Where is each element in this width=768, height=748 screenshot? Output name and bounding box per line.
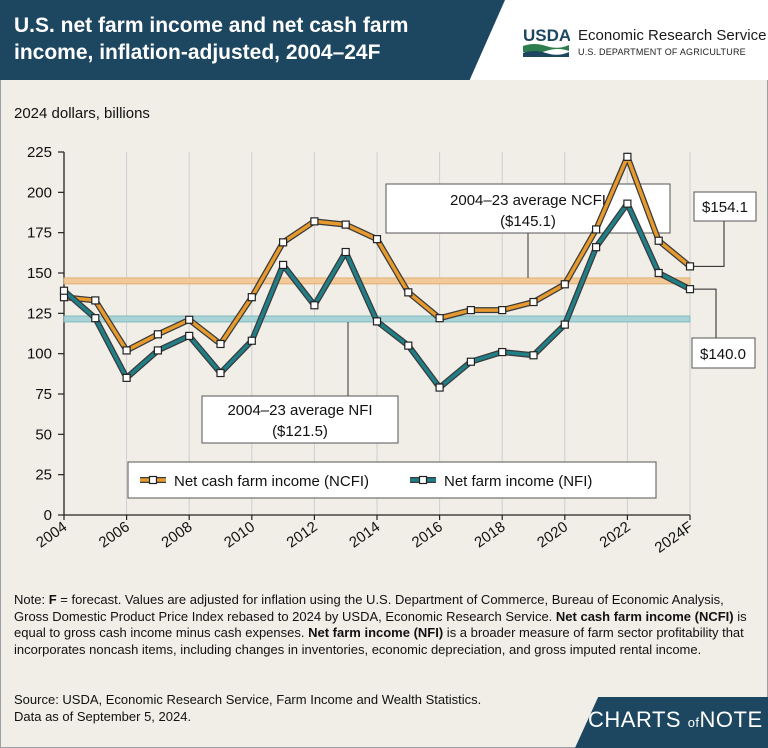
ncfi-point	[498, 306, 507, 315]
nfi-point	[560, 320, 569, 329]
chart-note: Note: F = forecast. Values are adjusted …	[14, 592, 747, 657]
ncfi-point	[153, 330, 162, 339]
nfi-point	[435, 383, 444, 392]
ncfi-point	[341, 220, 350, 229]
nfi-2024-value-label: $140.0	[700, 346, 746, 363]
nfi-point	[372, 317, 382, 326]
department-name: U.S. DEPARTMENT OF AGRICULTURE	[578, 47, 746, 57]
y-tick-label: 75	[35, 386, 52, 403]
ncfi-point	[529, 297, 538, 307]
chart-source: Source: USDA, Economic Research Service,…	[14, 692, 714, 725]
agency-name: Economic Research Service	[578, 27, 767, 44]
title-banner: U.S. net farm income and net cash farm i…	[0, 0, 505, 80]
legend-box	[127, 461, 657, 499]
ncfi-point	[247, 293, 256, 302]
nfi-point	[341, 247, 350, 257]
y-tick-label: 200	[27, 184, 52, 201]
ncfi-average-value: ($145.1)	[500, 213, 556, 230]
nfi-point	[122, 373, 131, 382]
nfi-callout-connector	[694, 288, 717, 338]
header: U.S. net farm income and net cash farm i…	[0, 0, 768, 80]
charts-of-note-logo: CHARTS ofNOTE	[588, 707, 763, 732]
x-tick-label: 2004	[33, 518, 70, 551]
nfi-point	[404, 341, 413, 350]
nfi-point	[529, 351, 538, 360]
ncfi-point	[310, 217, 319, 226]
y-axis-label: 2024 dollars, billions	[14, 105, 150, 122]
chart-title: U.S. net farm income and net cash farm i…	[14, 14, 409, 64]
ncfi-point	[654, 236, 663, 245]
x-tick-label: 2012	[284, 518, 321, 551]
y-tick-label: 0	[44, 507, 52, 524]
nfi-average-box	[201, 395, 399, 444]
ncfi-point	[435, 314, 444, 323]
x-tick-label: 2010	[221, 518, 258, 551]
y-tick-label: 50	[35, 426, 52, 443]
ncfi-point	[560, 280, 569, 289]
nfi-point	[623, 199, 632, 208]
ncfi-callout-connector	[694, 221, 725, 267]
ncfi-point	[216, 339, 225, 349]
x-tick-label: 2006	[96, 518, 133, 551]
nfi-point	[591, 243, 601, 252]
ncfi-point	[623, 152, 632, 161]
nfi-point	[466, 357, 475, 366]
legend-label-nfi: Net farm income (NFI)	[444, 473, 592, 490]
legend-label-ncfi: Net cash farm income (NCFI)	[174, 473, 369, 490]
ncfi-2024-value-label: $154.1	[702, 199, 748, 216]
nfi-point	[654, 268, 663, 278]
x-tick-label: 2014	[346, 518, 383, 551]
x-tick-label: 2020	[534, 518, 571, 551]
nfi-callout-box	[691, 337, 756, 369]
ncfi-point	[591, 225, 601, 234]
ncfi-point	[372, 235, 382, 244]
x-tick-label: 2008	[158, 518, 195, 551]
ncfi-point	[685, 262, 695, 271]
nfi-point	[59, 286, 69, 295]
ncfi-point	[466, 306, 475, 315]
legend-marker	[418, 475, 428, 485]
nfi-average-value: ($121.5)	[272, 423, 328, 440]
x-tick-label: 2018	[471, 518, 508, 551]
data-date-line: Data as of September 5, 2024.	[14, 708, 192, 724]
y-tick-label: 150	[27, 265, 52, 282]
ncfi-point	[185, 315, 194, 324]
x-tick-label: 2024F	[652, 518, 697, 556]
line-chart: 0 25 50 75 100 125 150 175 200 225 2004 2006 2008 201…	[27, 144, 757, 557]
nfi-point	[153, 346, 162, 355]
ncfi-point	[404, 288, 413, 297]
ncfi-average-line	[63, 277, 691, 285]
nfi-point	[685, 285, 695, 294]
ncfi-point	[279, 238, 288, 247]
source-line: Source: USDA, Economic Research Service,…	[14, 692, 482, 707]
ncfi-point	[122, 346, 131, 355]
charts-of-note-badge	[575, 697, 768, 748]
y-tick-label: 175	[27, 225, 52, 242]
y-tick-label: 100	[27, 346, 52, 363]
usda-logo-icon: USDA	[523, 26, 570, 57]
ncfi-point	[91, 296, 100, 305]
ncfi-callout-box	[693, 191, 757, 222]
nfi-average-label: 2004–23 average NFI	[227, 402, 372, 419]
svg-text:USDA: USDA	[523, 26, 570, 45]
nfi-point	[91, 314, 100, 323]
nfi-point	[216, 368, 225, 378]
y-tick-label: 225	[27, 144, 52, 161]
nfi-point	[498, 347, 507, 357]
nfi-point	[279, 260, 288, 270]
y-tick-label: 125	[27, 305, 52, 322]
x-tick-label: 2016	[409, 518, 446, 551]
legend-marker	[148, 475, 158, 485]
y-tick-label: 25	[35, 467, 52, 484]
x-tick-label: 2022	[597, 518, 634, 551]
nfi-point	[310, 301, 319, 310]
nfi-point	[185, 331, 194, 341]
ncfi-average-label: 2004–23 average NCFI	[450, 192, 606, 209]
nfi-point	[247, 336, 256, 345]
